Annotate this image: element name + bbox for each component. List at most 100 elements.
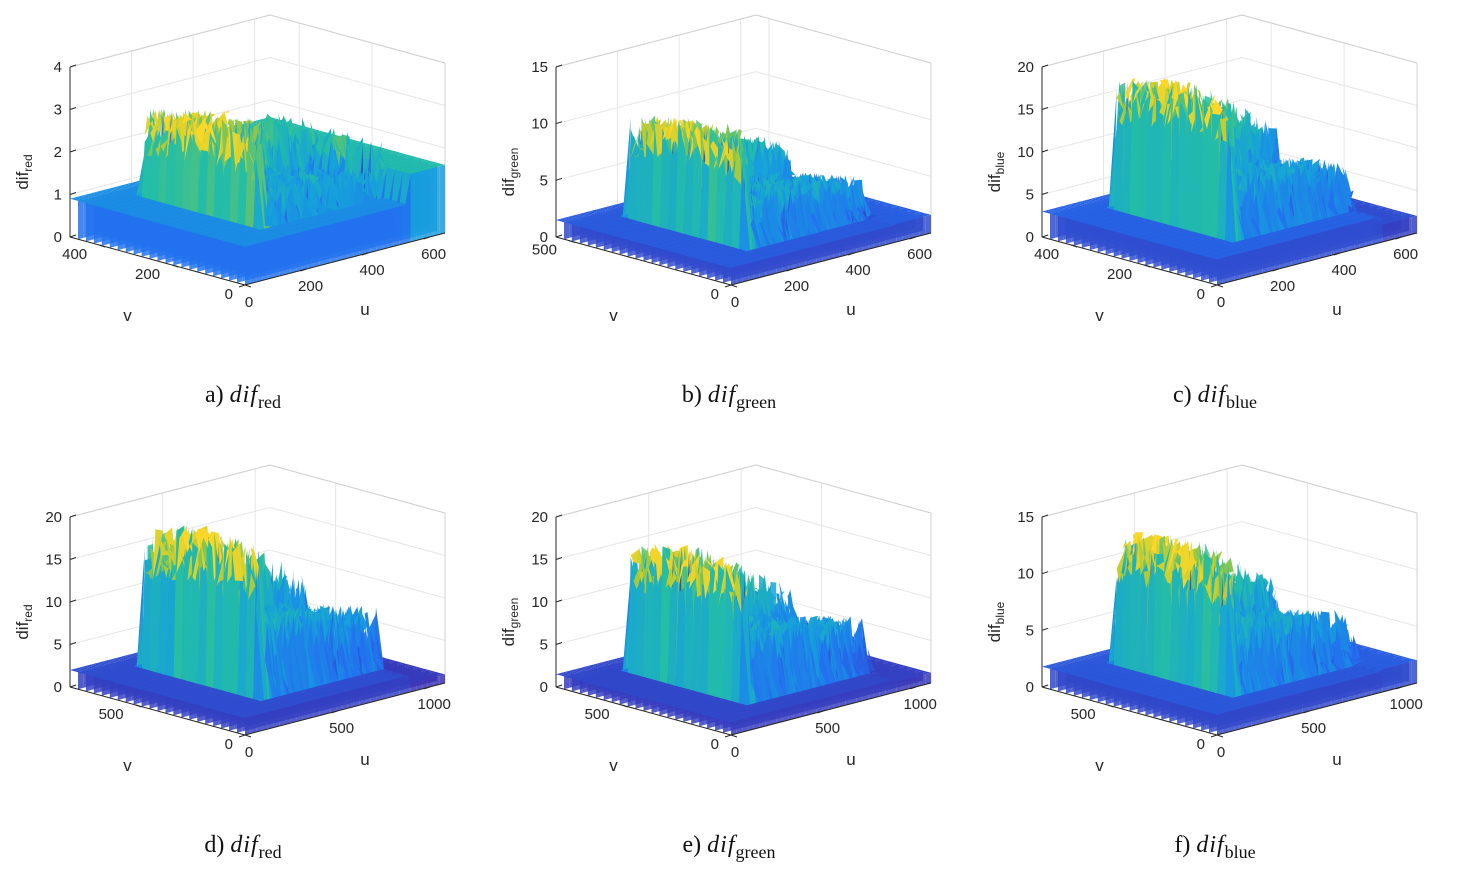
surface-plot: 0 5 10 15 20 0 500 1000 0 500 u v difgreen	[499, 464, 937, 775]
caption-main: dif	[1196, 832, 1225, 858]
v-tick-label: 0	[225, 736, 233, 753]
surface-plot: 0 5 10 15 0 500 1000 0 500 u v difblue	[985, 464, 1423, 775]
v-tick-label: 500	[99, 706, 124, 723]
panel-caption: d) difred	[0, 832, 486, 863]
u-tick-label: 200	[784, 278, 809, 295]
u-axis-label: u	[360, 750, 369, 769]
z-tick-label: 0	[1026, 679, 1034, 696]
z-tick-label: 15	[1017, 509, 1034, 526]
v-tick-label: 400	[62, 246, 87, 263]
u-tick-label: 400	[846, 262, 871, 279]
u-axis-label: u	[846, 300, 855, 319]
panel-caption: b) difgreen	[486, 382, 972, 413]
caption-main: dif	[229, 382, 258, 408]
v-tick-label: 500	[1071, 706, 1096, 723]
v-tick-label: 0	[225, 286, 233, 303]
caption-letter: a)	[205, 382, 224, 408]
u-tick-label: 400	[1332, 262, 1357, 279]
v-tick-label: 200	[1107, 266, 1132, 283]
caption-subscript: red	[258, 842, 282, 862]
v-tick-label: 200	[135, 266, 160, 283]
u-axis-label: u	[360, 300, 369, 319]
z-tick-label: 20	[45, 509, 62, 526]
z-tick-label: 15	[45, 552, 62, 569]
z-tick-label: 15	[531, 59, 548, 76]
u-tick-label: 500	[1301, 720, 1326, 737]
u-axis-label: u	[1332, 300, 1341, 319]
u-tick-label: 600	[421, 246, 446, 263]
z-axis-label: difred	[13, 154, 35, 189]
z-axis-label: difred	[13, 604, 35, 639]
z-tick-label: 10	[1017, 566, 1034, 583]
caption-letter: d)	[204, 832, 225, 858]
u-tick-label: 500	[815, 720, 840, 737]
u-tick-label: 200	[1270, 278, 1295, 295]
caption-main: dif	[707, 832, 736, 858]
u-tick-label: 600	[1393, 246, 1418, 263]
z-tick-label: 5	[1026, 622, 1034, 639]
axes-lines	[1041, 517, 1418, 736]
u-axis-label: u	[1332, 750, 1341, 769]
caption-letter: c)	[1173, 382, 1192, 408]
z-tick-label: 1	[54, 187, 62, 204]
v-tick-label: 0	[1197, 736, 1205, 753]
caption-subscript: red	[258, 392, 281, 412]
caption-letter: e)	[682, 832, 702, 858]
z-tick-label: 15	[531, 552, 548, 569]
v-tick-label: 0	[711, 286, 719, 303]
v-tick-label: 500	[585, 706, 610, 723]
u-tick-label: 500	[329, 720, 354, 737]
z-tick-label: 5	[540, 637, 548, 654]
z-tick-label: 0	[54, 229, 62, 246]
z-tick-label: 20	[531, 509, 548, 526]
caption-subscript: blue	[1224, 842, 1256, 862]
v-tick-label: 0	[711, 736, 719, 753]
caption-main: dif	[230, 832, 259, 858]
z-tick-label: 3	[54, 102, 62, 119]
z-tick-label: 10	[531, 116, 548, 133]
surface-mesh	[70, 525, 445, 735]
v-axis-label: v	[123, 756, 132, 775]
u-tick-label: 0	[731, 294, 739, 311]
panel-caption: f) difblue	[972, 832, 1458, 863]
surface-panel: 0 5 10 15 20 0 200 400 600 0 200 400 u v difblue c) dif…	[972, 0, 1458, 435]
caption-subscript: green	[735, 842, 776, 862]
u-tick-label: 400	[360, 262, 385, 279]
surface-panel: 0 5 10 15 20 0 500 1000 0 500 u v difred d) difred	[0, 450, 486, 885]
z-tick-label: 10	[531, 594, 548, 611]
u-tick-label: 200	[298, 278, 323, 295]
u-axis-label: u	[846, 750, 855, 769]
surface-panel: 0 5 10 15 0 200 400 600 0 500 u v difgreen b) difgree…	[486, 0, 972, 435]
u-tick-label: 600	[907, 246, 932, 263]
caption-subscript: green	[736, 392, 777, 412]
axes-lines	[555, 67, 932, 286]
z-tick-label: 2	[54, 144, 62, 161]
z-tick-label: 5	[54, 637, 62, 654]
caption-main: dif	[707, 382, 737, 408]
v-axis-label: v	[609, 756, 618, 775]
u-tick-label: 0	[731, 744, 739, 761]
surface-plot: 0 5 10 15 20 0 500 1000 0 500 u v difred	[13, 464, 451, 775]
v-tick-label: 500	[532, 242, 557, 259]
z-axis-label: difblue	[985, 601, 1007, 642]
caption-subscript: blue	[1226, 392, 1257, 412]
surface-panel: 0 1 2 3 4 0 200 400 600 0 200 400 u v difred a) difred	[0, 0, 486, 435]
z-tick-label: 0	[540, 229, 548, 246]
z-axis-label: difgreen	[499, 148, 521, 197]
z-tick-label: 0	[540, 679, 548, 696]
surface-mesh	[1042, 77, 1417, 285]
v-axis-label: v	[123, 306, 132, 325]
z-tick-label: 5	[540, 172, 548, 189]
surface-mesh	[1042, 532, 1417, 735]
u-tick-label: 0	[245, 294, 253, 311]
panel-caption: a) difred	[0, 382, 486, 413]
z-tick-label: 4	[54, 59, 62, 76]
z-axis-label: difgreen	[499, 598, 521, 647]
caption-main: dif	[1197, 382, 1226, 408]
z-tick-label: 20	[1017, 59, 1034, 76]
caption-letter: f)	[1174, 832, 1191, 858]
v-tick-label: 400	[1034, 246, 1059, 263]
surface-plot: 0 1 2 3 4 0 200 400 600 0 200 400 u v difred	[13, 14, 446, 325]
